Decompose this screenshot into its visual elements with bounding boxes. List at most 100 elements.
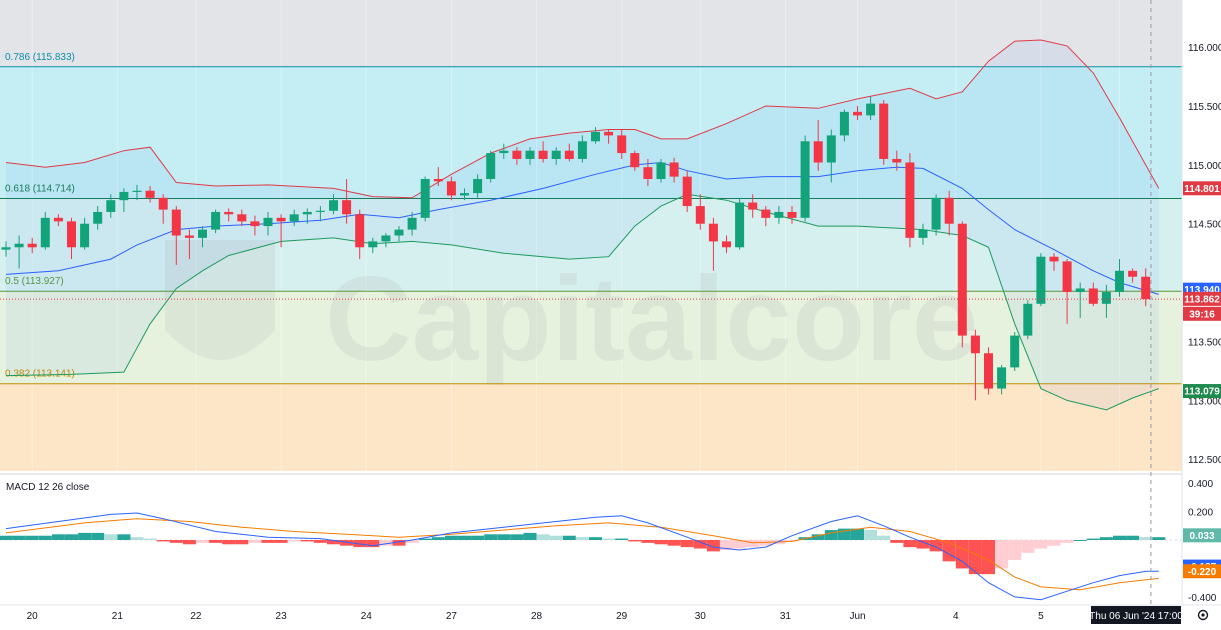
fibonacci-lines[interactable]: 0.786 (115.833) 0.618 (114.714) 0.5 (113.9… [0,52,1182,385]
candle-body [368,241,378,248]
macd-histogram-bar [209,540,223,543]
candle-body [997,367,1007,389]
fibonacci-zones [0,0,1182,471]
macd-histogram-bar [837,528,851,540]
candle-body [944,197,954,224]
macd-histogram-bar [995,540,1009,569]
macd-histogram-bar [287,540,301,542]
candle-body [420,178,430,218]
candle-body [525,150,535,159]
date-tick-label: 29 [616,611,628,622]
macd-tick-labels: 0.400 0.200 -0.400 [1188,479,1217,604]
macd-histogram-bar [720,540,733,550]
date-tick-label: 5 [1038,611,1044,622]
candle-body [276,217,286,222]
macd-histogram-bar [78,532,92,540]
macd-histogram-bar [117,534,131,540]
candle-body [866,103,876,116]
candle-body [158,197,168,210]
macd-histogram-bar [65,534,78,540]
time-scale[interactable]: 20212223242728293031Jun456 Thu 06 Jun '2… [0,604,1221,625]
price-tick-label: 115.500 [1188,102,1221,113]
price-badge [1183,291,1221,306]
watermark-logo-icon [165,240,275,360]
candle-body [800,141,810,218]
candle-body [1088,288,1098,304]
candle-body [591,131,600,142]
candle-body [787,211,797,218]
macd-badge [1183,564,1221,579]
candle-body [1010,335,1020,368]
date-tick-label: 30 [695,611,707,622]
macd-histogram-bar [641,540,655,543]
macd-histogram-bar [91,532,105,540]
zone-above-0786 [0,0,1182,67]
price-scale[interactable]: 116.000 115.500 115.000 114.500 113.500 113.0… [1181,0,1221,605]
candle-body [643,167,653,179]
macd-histogram-bar [25,535,39,540]
candle-body [905,162,915,238]
fib-level-label: 0.382 (113.141) [5,369,75,380]
zone-0618-05 [0,198,1182,292]
candle-body [132,190,142,192]
macd-histogram-bar [851,528,864,540]
date-tick-label: 23 [276,611,288,622]
macd-histogram-bar [916,540,930,549]
macd-histogram-bar [654,540,668,545]
macd-badges: 0.033-0.187-0.220 [1183,528,1221,579]
price-badge [1183,306,1221,321]
candle-body [106,200,116,212]
macd-histogram-bar [130,537,144,540]
macd-histogram-bar [418,538,432,540]
price-badge [1183,181,1221,196]
macd-histogram-bar [222,540,236,545]
candle-body [656,162,666,179]
candle-body [145,190,155,198]
price-badge [1183,384,1221,399]
macd-histogram-bar [143,538,157,540]
macd-histogram-bar [1099,537,1113,540]
macd-histogram-bar [877,535,891,540]
macd-histogram-bar [327,540,340,545]
macd-tick-label: -0.400 [1188,593,1217,604]
macd-pane[interactable]: MACD 12 26 close [0,482,1182,601]
candle-body [1128,270,1138,277]
candle-body [551,150,561,159]
candle-body [184,235,194,238]
macd-histogram-bar [903,540,917,548]
candle-body [1049,256,1059,262]
candle-body [27,243,37,248]
candlestick-series[interactable] [1,96,1151,401]
bollinger-upper-line [5,39,1160,199]
macd-title[interactable]: MACD 12 26 close [6,482,90,493]
macd-signal-line [5,518,1159,591]
macd-histogram-bar [235,540,249,545]
watermark: Capitalcore [325,252,979,386]
settings-gear-icon[interactable] [1197,609,1209,621]
date-tick-label: 22 [190,611,202,622]
candle-body [446,181,456,196]
date-tick-label: 4 [953,611,959,622]
macd-histogram-bar [431,537,445,540]
zone-below-0382 [0,383,1182,471]
macd-histogram-bar [680,540,694,548]
candle-body [1,247,11,250]
candle-body [119,191,129,201]
macd-histogram-bar [169,540,183,543]
candle-body [171,209,181,236]
date-tick-label: 27 [446,611,458,622]
candle-body [735,202,745,248]
macd-histogram-bar [1047,540,1061,546]
price-badge-label: 114.801 [1184,184,1220,195]
price-badge-label: 39:16 [1189,309,1215,320]
macd-histogram-bar [38,535,52,540]
candle-body [617,135,627,154]
price-tick-label: 113.500 [1188,337,1221,348]
macd-histogram-bar [523,532,537,540]
candle-body [250,221,260,227]
candle-body [1023,303,1033,336]
candle-body [512,150,522,159]
